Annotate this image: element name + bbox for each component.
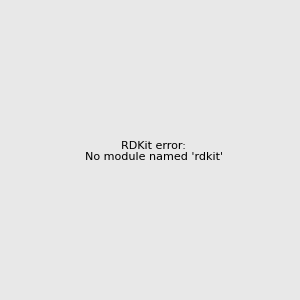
Text: RDKit error:
No module named 'rdkit': RDKit error: No module named 'rdkit' xyxy=(85,141,223,162)
